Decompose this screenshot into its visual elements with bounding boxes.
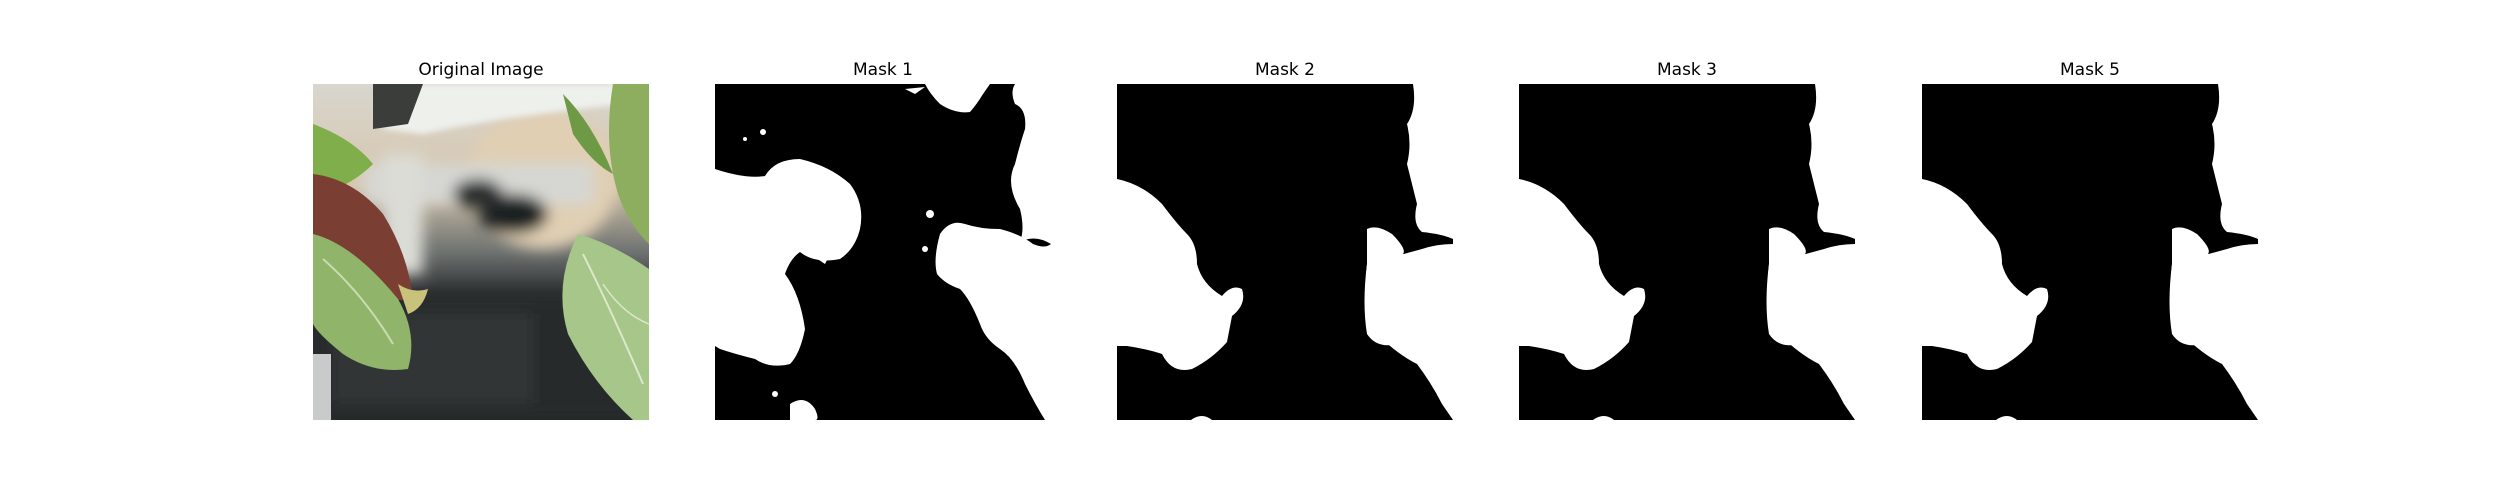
panel-title: Mask 3 [1519, 60, 1855, 80]
panel-title: Mask 5 [1922, 60, 2258, 80]
mask-image-3 [1519, 84, 1855, 420]
panel-title: Mask 1 [715, 60, 1051, 80]
original-image [313, 84, 649, 420]
mask-image-5 [1922, 84, 2258, 420]
panel-title: Mask 2 [1117, 60, 1453, 80]
mask-image-1 [715, 84, 1051, 420]
mask-image-2 [1117, 84, 1453, 420]
panel-title: Original Image [313, 60, 649, 80]
